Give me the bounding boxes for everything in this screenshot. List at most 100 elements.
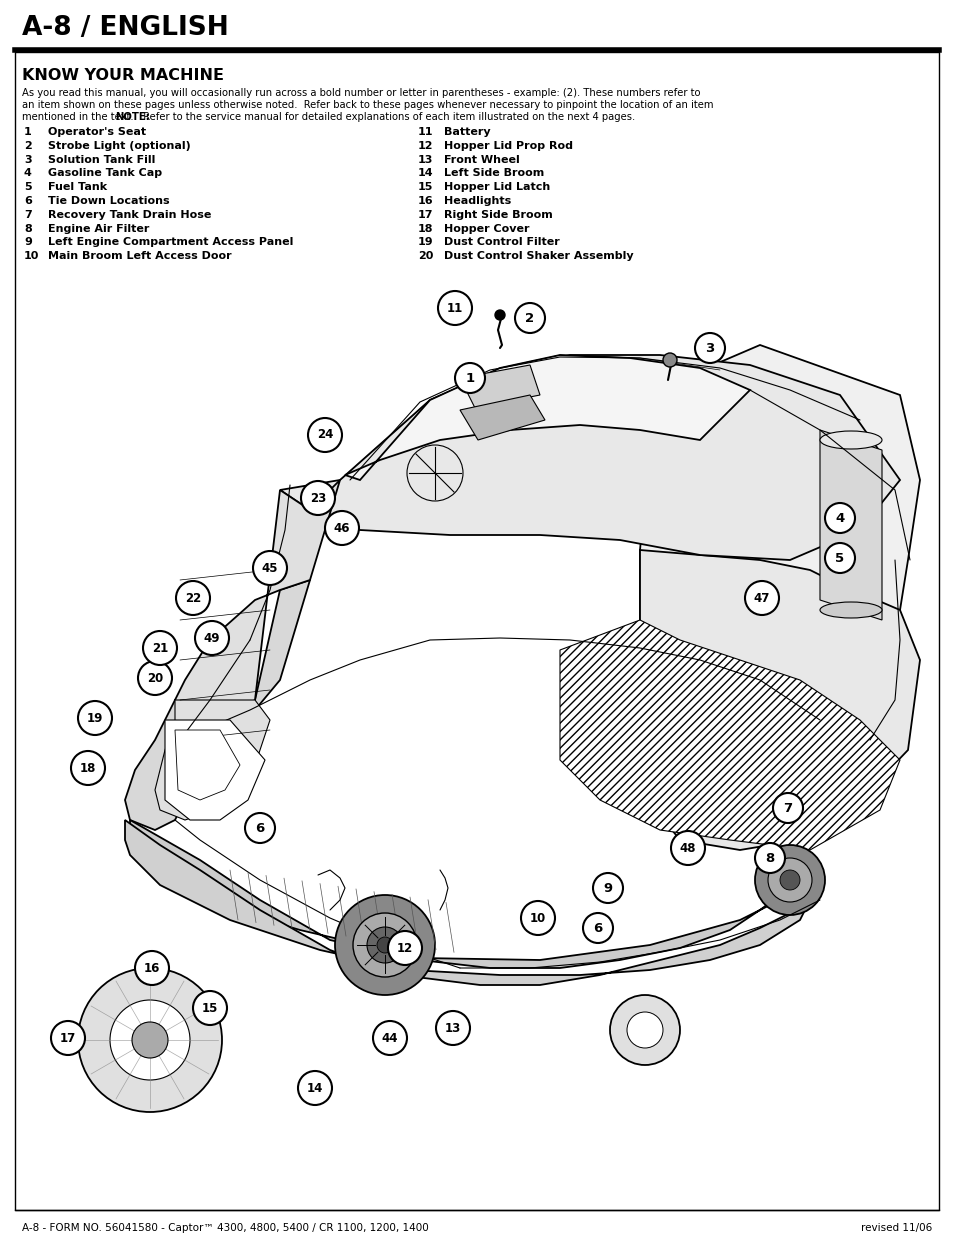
Circle shape: [78, 968, 222, 1112]
Text: 46: 46: [334, 521, 350, 535]
Circle shape: [754, 844, 784, 873]
Polygon shape: [639, 345, 919, 710]
Ellipse shape: [820, 431, 882, 450]
Text: 13: 13: [444, 1021, 460, 1035]
Polygon shape: [820, 430, 882, 620]
Text: 14: 14: [417, 168, 434, 178]
Text: 8: 8: [764, 851, 774, 864]
Text: 12: 12: [396, 941, 413, 955]
Text: 6: 6: [593, 921, 602, 935]
Text: 23: 23: [310, 492, 326, 505]
Text: 47: 47: [753, 592, 769, 604]
Circle shape: [437, 291, 472, 325]
Text: 9: 9: [603, 882, 612, 894]
Polygon shape: [174, 480, 339, 720]
Circle shape: [609, 995, 679, 1065]
Circle shape: [824, 543, 854, 573]
Circle shape: [455, 363, 484, 393]
Text: 6: 6: [255, 821, 264, 835]
Circle shape: [194, 621, 229, 655]
Circle shape: [388, 931, 421, 965]
Text: 10: 10: [24, 251, 39, 261]
Text: 9: 9: [24, 237, 31, 247]
Text: A-8 / ENGLISH: A-8 / ENGLISH: [22, 15, 229, 41]
Ellipse shape: [820, 601, 882, 618]
Text: Battery: Battery: [443, 127, 490, 137]
Circle shape: [376, 937, 393, 953]
Circle shape: [353, 913, 416, 977]
Circle shape: [744, 580, 779, 615]
Text: 44: 44: [381, 1031, 397, 1045]
Circle shape: [626, 1011, 662, 1049]
Text: 5: 5: [835, 552, 843, 564]
Text: an item shown on these pages unless otherwise noted.  Refer back to these pages : an item shown on these pages unless othe…: [22, 100, 713, 110]
Circle shape: [593, 873, 622, 903]
Text: 20: 20: [417, 251, 433, 261]
Text: 11: 11: [446, 301, 462, 315]
Circle shape: [662, 353, 677, 367]
Circle shape: [138, 661, 172, 695]
Text: Left Side Broom: Left Side Broom: [443, 168, 543, 178]
Text: 2: 2: [24, 141, 31, 151]
Circle shape: [308, 417, 341, 452]
Text: 7: 7: [782, 802, 792, 815]
Circle shape: [132, 1023, 168, 1058]
Circle shape: [245, 813, 274, 844]
Text: Hopper Cover: Hopper Cover: [443, 224, 529, 233]
Text: 3: 3: [704, 342, 714, 354]
Text: 19: 19: [87, 711, 103, 725]
Circle shape: [495, 310, 504, 320]
Text: 22: 22: [185, 592, 201, 604]
Circle shape: [373, 1021, 407, 1055]
Text: 4: 4: [835, 511, 843, 525]
Polygon shape: [459, 366, 539, 408]
Text: 15: 15: [202, 1002, 218, 1014]
Circle shape: [193, 990, 227, 1025]
Circle shape: [670, 831, 704, 864]
Circle shape: [754, 845, 824, 915]
Text: revised 11/06: revised 11/06: [860, 1223, 931, 1233]
Text: 49: 49: [204, 631, 220, 645]
Text: Front Wheel: Front Wheel: [443, 154, 519, 164]
Circle shape: [780, 869, 800, 890]
Text: Hopper Lid Prop Rod: Hopper Lid Prop Rod: [443, 141, 573, 151]
Text: 5: 5: [24, 183, 31, 193]
Circle shape: [367, 927, 402, 963]
Circle shape: [695, 333, 724, 363]
Polygon shape: [174, 730, 240, 800]
Circle shape: [520, 902, 555, 935]
Text: 8: 8: [24, 224, 31, 233]
Text: 24: 24: [316, 429, 333, 441]
Text: 45: 45: [261, 562, 278, 574]
Circle shape: [110, 1000, 190, 1079]
Text: Tie Down Locations: Tie Down Locations: [48, 196, 170, 206]
Circle shape: [301, 480, 335, 515]
Text: 12: 12: [417, 141, 433, 151]
Text: 1: 1: [465, 372, 474, 384]
Circle shape: [297, 1071, 332, 1105]
Polygon shape: [280, 354, 899, 559]
Text: Operator's Seat: Operator's Seat: [48, 127, 146, 137]
Polygon shape: [345, 354, 749, 480]
Circle shape: [436, 1011, 470, 1045]
Text: 20: 20: [147, 672, 163, 684]
Text: 13: 13: [417, 154, 433, 164]
Text: 16: 16: [144, 962, 160, 974]
Circle shape: [772, 793, 802, 823]
Circle shape: [51, 1021, 85, 1055]
Circle shape: [71, 751, 105, 785]
Polygon shape: [130, 820, 809, 968]
Text: Solution Tank Fill: Solution Tank Fill: [48, 154, 155, 164]
Polygon shape: [559, 620, 899, 850]
Text: 14: 14: [307, 1082, 323, 1094]
Text: As you read this manual, you will occasionally run across a bold number or lette: As you read this manual, you will occasi…: [22, 88, 700, 98]
Polygon shape: [459, 395, 544, 440]
Text: 11: 11: [417, 127, 433, 137]
Text: 17: 17: [60, 1031, 76, 1045]
Text: Fuel Tank: Fuel Tank: [48, 183, 107, 193]
Text: mentioned in the text.: mentioned in the text.: [22, 112, 140, 122]
Circle shape: [78, 701, 112, 735]
Text: Right Side Broom: Right Side Broom: [443, 210, 552, 220]
Text: Main Broom Left Access Door: Main Broom Left Access Door: [48, 251, 232, 261]
Text: Strobe Light (optional): Strobe Light (optional): [48, 141, 191, 151]
